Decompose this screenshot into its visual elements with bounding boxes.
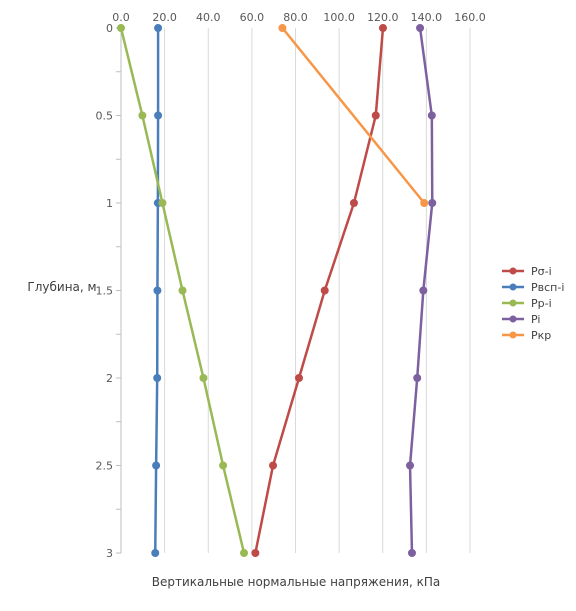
series-4 xyxy=(278,24,429,207)
legend-swatch-marker xyxy=(509,315,517,323)
series-0 xyxy=(251,24,387,557)
data-point xyxy=(413,374,422,382)
x-axis-title: Вертикальные нормальные напряжения, кПа xyxy=(152,575,441,589)
legend-item: Pp-i xyxy=(502,297,552,310)
series-1 xyxy=(151,24,163,557)
x-tick-label: 0.0 xyxy=(112,11,130,24)
legend-swatch-marker xyxy=(509,283,517,291)
series-line-4 xyxy=(281,26,426,205)
data-point xyxy=(154,24,163,32)
y-tick-label: 2.5 xyxy=(96,460,114,473)
data-point xyxy=(240,549,249,557)
series-3 xyxy=(406,24,437,557)
x-tick-label: 60.0 xyxy=(240,11,265,24)
legend-label: Pσ-i xyxy=(531,265,552,278)
legend: Pσ-i Pвсп-i Pp-i Pi Pкр xyxy=(502,265,564,342)
data-point xyxy=(151,549,160,557)
legend-label: Pp-i xyxy=(531,297,552,310)
legend-swatch-marker xyxy=(509,267,517,275)
y-axis-title: Глубина, м xyxy=(27,280,96,294)
series-2 xyxy=(117,24,249,557)
legend-item: Pi xyxy=(502,313,540,326)
data-point xyxy=(419,286,428,295)
legend-swatch-marker xyxy=(509,331,517,339)
gridlines xyxy=(120,28,471,553)
y-tick-label: 1.5 xyxy=(96,285,114,298)
data-point xyxy=(153,286,162,295)
data-point xyxy=(152,461,161,470)
data-point xyxy=(269,461,278,470)
data-point xyxy=(320,286,329,295)
y-tick-label: 1 xyxy=(106,197,113,210)
x-tick-label: 120.0 xyxy=(367,11,399,24)
data-point xyxy=(407,549,416,557)
legend-swatch-marker xyxy=(509,299,517,307)
data-point xyxy=(199,374,208,382)
data-point xyxy=(158,199,167,207)
data-point xyxy=(349,199,358,207)
data-point xyxy=(219,461,228,470)
x-tick-labels: 0.0 20.0 40.0 60.0 80.0 100.0 120.0 140.0 160.0 xyxy=(112,11,486,24)
legend-item: Pвсп-i xyxy=(502,281,564,294)
data-point xyxy=(416,24,425,32)
data-point xyxy=(251,549,260,557)
data-point xyxy=(178,286,187,295)
x-tick-label: 40.0 xyxy=(196,11,221,24)
data-point xyxy=(428,199,437,207)
x-tick-label: 100.0 xyxy=(323,11,355,24)
data-point xyxy=(406,461,415,470)
y-tick-labels: 0 0.5 1 1.5 2 2.5 3 xyxy=(96,22,114,560)
legend-label: Pвсп-i xyxy=(531,281,564,294)
data-point xyxy=(427,111,436,120)
y-tick-label: 3 xyxy=(106,547,113,560)
data-point xyxy=(138,111,147,120)
legend-item: Pкр xyxy=(502,329,551,342)
y-tick-label: 2 xyxy=(106,372,113,385)
series-line-0 xyxy=(254,26,385,555)
y-tick-label: 0 xyxy=(106,22,113,35)
data-point xyxy=(278,24,287,32)
data-point xyxy=(294,374,303,382)
data-point xyxy=(153,374,162,382)
y-axis xyxy=(116,27,122,554)
data-point xyxy=(154,111,163,120)
x-tick-label: 140.0 xyxy=(411,11,443,24)
data-point xyxy=(117,24,125,32)
y-tick-label: 0.5 xyxy=(96,110,114,123)
x-tick-label: 80.0 xyxy=(283,11,308,24)
x-tick-label: 20.0 xyxy=(152,11,177,24)
data-point xyxy=(420,199,429,207)
data-point xyxy=(378,24,387,32)
legend-item: Pσ-i xyxy=(502,265,552,278)
x-tick-label: 160.0 xyxy=(454,11,486,24)
legend-label: Pкр xyxy=(531,329,551,342)
legend-label: Pi xyxy=(531,313,540,326)
data-point xyxy=(371,111,380,120)
